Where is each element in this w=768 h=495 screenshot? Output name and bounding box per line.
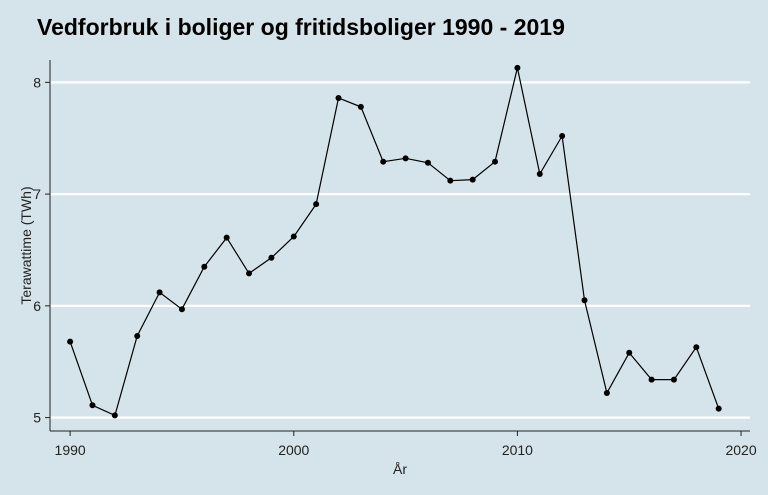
x-tick-label: 2020 (725, 442, 756, 458)
data-point (536, 170, 543, 177)
data-point (603, 390, 610, 397)
data-point (335, 94, 342, 101)
data-point (380, 158, 387, 165)
data-point (715, 405, 722, 412)
data-point (89, 402, 96, 409)
data-point (357, 103, 364, 110)
data-point (447, 177, 454, 184)
data-point (648, 376, 655, 383)
data-point (626, 349, 633, 356)
data-point (268, 254, 275, 261)
data-point (469, 176, 476, 183)
y-tick-label: 8 (33, 74, 41, 90)
y-tick-label: 7 (33, 186, 41, 202)
data-point (313, 201, 320, 208)
data-point (178, 306, 185, 313)
x-tick-label: 1990 (55, 442, 86, 458)
x-axis-label: År (393, 461, 407, 477)
chart-title: Vedforbruk i boliger og fritidsboliger 1… (37, 14, 565, 40)
y-axis-label: Terawattime (TWh) (18, 186, 34, 304)
series-line (69, 67, 720, 417)
data-point (559, 132, 566, 139)
data-point (492, 158, 499, 165)
y-tick-label: 6 (33, 298, 41, 314)
data-point (67, 338, 74, 345)
data-point (290, 233, 297, 240)
x-tick-label: 2010 (502, 442, 533, 458)
data-point (223, 234, 230, 241)
data-point (581, 297, 588, 304)
data-point (156, 289, 163, 296)
data-point (424, 159, 431, 166)
data-point (201, 263, 208, 270)
data-point (246, 270, 253, 277)
data-point (134, 333, 141, 340)
data-point (693, 344, 700, 351)
data-point (670, 376, 677, 383)
y-tick-label: 5 (33, 410, 41, 426)
x-tick-label: 2000 (278, 442, 309, 458)
data-point (111, 412, 118, 419)
data-point (402, 155, 409, 162)
data-point (514, 64, 521, 71)
